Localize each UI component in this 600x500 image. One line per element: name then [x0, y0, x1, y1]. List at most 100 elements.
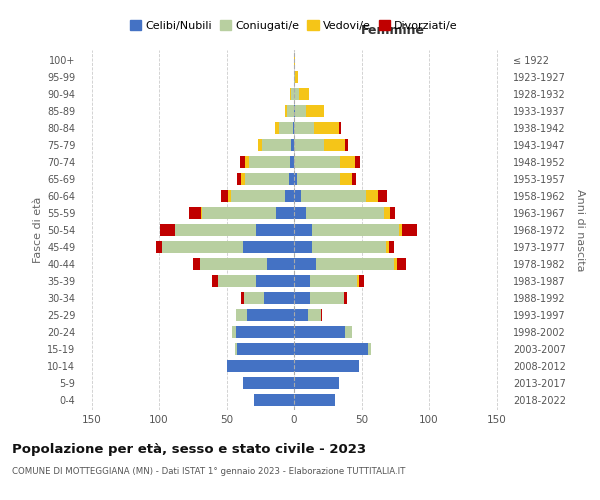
Bar	[287, 105, 294, 117]
Legend: Celibi/Nubili, Coniugati/e, Vedovi/e, Divorziati/e: Celibi/Nubili, Coniugati/e, Vedovi/e, Di…	[126, 16, 462, 36]
Bar	[235, 343, 238, 355]
Bar	[397, 258, 406, 270]
Bar	[236, 326, 294, 338]
Bar	[344, 292, 347, 304]
Bar	[175, 224, 256, 236]
Bar	[254, 394, 294, 406]
Bar	[324, 139, 346, 151]
Bar	[311, 224, 400, 236]
Bar	[240, 156, 245, 168]
Bar	[245, 173, 289, 185]
Bar	[162, 241, 242, 253]
Bar	[212, 275, 218, 287]
Bar	[394, 258, 397, 270]
Bar	[256, 275, 294, 287]
Bar	[294, 156, 340, 168]
Bar	[301, 190, 365, 202]
Bar	[306, 207, 385, 219]
Bar	[284, 105, 287, 117]
Bar	[340, 173, 352, 185]
Bar	[221, 190, 228, 202]
Bar	[292, 88, 294, 101]
Bar	[294, 360, 359, 372]
Bar	[294, 394, 335, 406]
Bar	[294, 71, 295, 84]
Bar	[368, 343, 371, 355]
Bar	[238, 343, 294, 355]
Bar	[386, 241, 389, 253]
Bar	[245, 156, 250, 168]
Bar	[232, 326, 236, 338]
Bar	[355, 156, 360, 168]
Bar	[160, 224, 175, 236]
Bar	[358, 275, 359, 287]
Bar	[402, 224, 417, 236]
Bar	[294, 376, 338, 389]
Bar	[284, 190, 294, 202]
Bar	[202, 207, 277, 219]
Bar	[290, 156, 294, 168]
Bar	[385, 207, 390, 219]
Bar	[295, 105, 306, 117]
Bar	[294, 224, 311, 236]
Bar	[294, 343, 368, 355]
Bar	[265, 292, 294, 304]
Bar	[289, 173, 294, 185]
Bar	[290, 88, 292, 101]
Bar	[296, 173, 340, 185]
Bar	[310, 275, 358, 287]
Bar	[299, 88, 309, 101]
Bar	[199, 258, 267, 270]
Bar	[294, 207, 306, 219]
Bar	[241, 173, 245, 185]
Bar	[294, 139, 324, 151]
Bar	[293, 122, 294, 134]
Bar	[294, 326, 346, 338]
Bar	[242, 376, 294, 389]
Bar	[294, 258, 316, 270]
Bar	[321, 309, 322, 321]
Bar	[277, 207, 294, 219]
Bar	[316, 258, 394, 270]
Bar	[244, 292, 265, 304]
Bar	[294, 88, 299, 101]
Bar	[257, 139, 262, 151]
Bar	[400, 224, 402, 236]
Bar	[247, 309, 294, 321]
Bar	[340, 156, 355, 168]
Bar	[295, 71, 298, 84]
Bar	[365, 190, 378, 202]
Bar	[256, 224, 294, 236]
Bar	[227, 360, 294, 372]
Bar	[294, 54, 295, 66]
Bar	[279, 122, 293, 134]
Y-axis label: Fasce di età: Fasce di età	[32, 197, 43, 263]
Bar	[201, 207, 202, 219]
Bar	[230, 190, 284, 202]
Bar	[267, 258, 294, 270]
Bar	[250, 156, 290, 168]
Bar	[236, 309, 247, 321]
Bar	[346, 139, 348, 151]
Bar	[294, 241, 311, 253]
Bar	[193, 258, 199, 270]
Bar	[294, 275, 310, 287]
Bar	[338, 122, 341, 134]
Bar	[389, 241, 394, 253]
Bar	[359, 275, 364, 287]
Y-axis label: Anni di nascita: Anni di nascita	[575, 188, 585, 271]
Bar	[242, 241, 294, 253]
Bar	[188, 207, 201, 219]
Text: Popolazione per età, sesso e stato civile - 2023: Popolazione per età, sesso e stato civil…	[12, 442, 366, 456]
Bar	[306, 105, 324, 117]
Bar	[311, 241, 386, 253]
Bar	[275, 122, 279, 134]
Bar	[378, 190, 387, 202]
Bar	[292, 139, 294, 151]
Bar	[238, 173, 241, 185]
Bar	[241, 292, 244, 304]
Bar	[294, 122, 314, 134]
Bar	[294, 105, 295, 117]
Bar	[294, 190, 301, 202]
Bar	[314, 122, 338, 134]
